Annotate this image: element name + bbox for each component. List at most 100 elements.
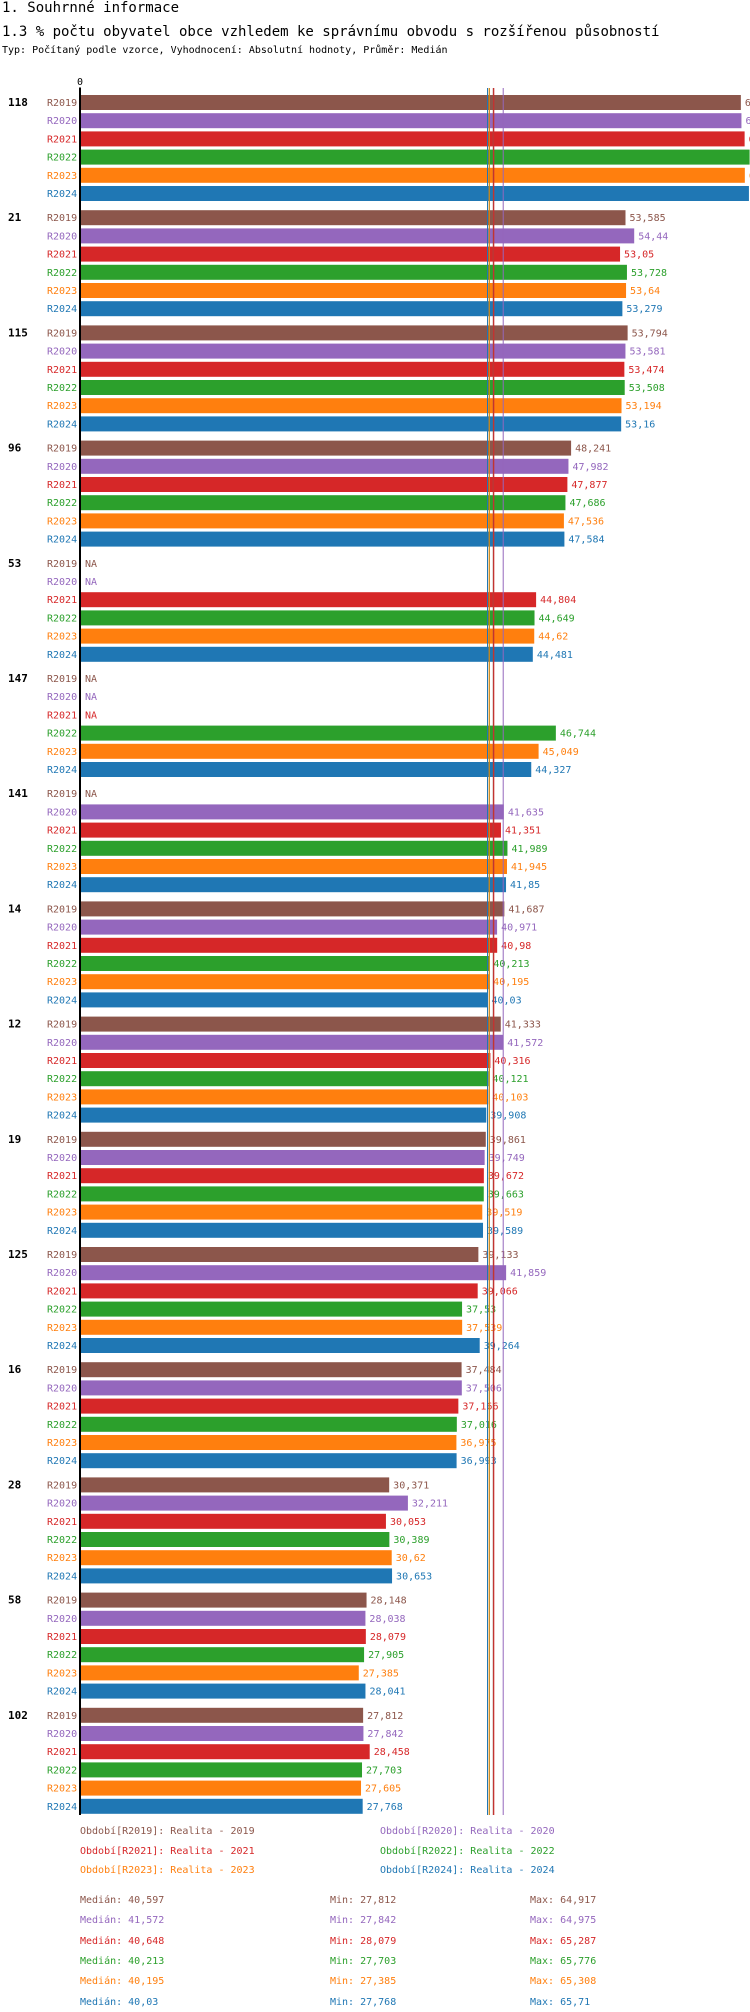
bar-28-R2020 <box>80 1495 408 1511</box>
series-row-label: R2023 <box>47 977 77 988</box>
series-row-label: R2022 <box>47 1420 77 1431</box>
bar-12-R2021 <box>80 1053 491 1068</box>
data-label: 53,16 <box>625 419 655 430</box>
series-row-label: R2020 <box>47 347 77 358</box>
data-label: 41,859 <box>510 1268 546 1279</box>
bar-12-R2020 <box>80 1034 504 1050</box>
data-label: 47,982 <box>572 462 608 473</box>
bar-14-R2020 <box>80 919 498 935</box>
bar-chart: 0 118 R2019 64,917 R2020 64,975 R2021 65,287 R20… <box>8 77 750 1815</box>
series-row-label: R2023 <box>47 1668 77 1679</box>
data-label: 53,64 <box>630 286 660 297</box>
bar-21-R2024 <box>80 301 623 317</box>
data-label: 27,842 <box>367 1729 403 1740</box>
series-row-label: R2022 <box>47 613 77 624</box>
data-label: 65,308 <box>749 171 750 182</box>
legend-median-R2020: Medián: 41,572 <box>80 1915 165 1927</box>
bar-58-R2024 <box>80 1683 366 1699</box>
data-label: 37,166 <box>462 1402 498 1413</box>
data-label: 40,103 <box>492 1092 528 1103</box>
series-row-label: R2021 <box>47 1171 77 1182</box>
series-row-label: R2023 <box>47 286 77 297</box>
legend-min-R2022: Min: 27,703 <box>330 1955 397 1967</box>
data-label: 40,971 <box>501 923 537 934</box>
na-label: NA <box>85 710 97 721</box>
data-label: 47,877 <box>571 480 607 491</box>
data-label: 32,211 <box>412 1499 448 1510</box>
bar-16-R2020 <box>80 1380 462 1396</box>
series-row-label: R2024 <box>47 1341 77 1352</box>
data-label: 39,663 <box>488 1189 524 1200</box>
data-label: 39,133 <box>482 1250 518 1261</box>
data-label: 46,744 <box>560 729 596 740</box>
data-label: 30,653 <box>396 1571 432 1582</box>
group-label: 12 <box>8 1018 21 1031</box>
data-label: 28,038 <box>369 1614 405 1625</box>
data-label: 39,749 <box>489 1153 525 1164</box>
series-row-label: R2020 <box>47 1268 77 1279</box>
data-label: 37,484 <box>466 1365 502 1376</box>
legend-min-R2024: Min: 27,768 <box>330 1996 397 2008</box>
series-row-label: R2019 <box>47 1711 77 1722</box>
bar-19-R2019 <box>80 1131 486 1147</box>
series-row-label: R2024 <box>47 1456 77 1467</box>
series-row-label: R2023 <box>47 747 77 758</box>
bar-16-R2021 <box>80 1398 459 1414</box>
data-label: 40,121 <box>492 1074 528 1085</box>
bar-53-R2021 <box>80 592 537 608</box>
legend-period-R2020: Období[R2020]: Realita - 2020 <box>380 1826 555 1837</box>
bar-118-R2020 <box>80 113 742 129</box>
legend-max-R2020: Max: 64,975 <box>530 1915 597 1927</box>
bar-96-R2024 <box>80 531 565 547</box>
data-label: 28,148 <box>371 1596 407 1607</box>
bar-53-R2023 <box>80 628 535 644</box>
legend-period-R2019: Období[R2019]: Realita - 2019 <box>80 1826 255 1837</box>
group-label: 16 <box>8 1363 22 1376</box>
data-label: 44,62 <box>538 632 568 643</box>
bar-102-R2019 <box>80 1707 364 1723</box>
data-label: 44,649 <box>539 613 575 624</box>
bar-125-R2019 <box>80 1247 479 1262</box>
data-label: 27,703 <box>366 1765 402 1776</box>
legend-median-R2023: Medián: 40,195 <box>80 1976 165 1988</box>
group-label: 19 <box>8 1133 21 1146</box>
series-row-label: R2020 <box>47 462 77 473</box>
data-label: 30,62 <box>396 1553 426 1564</box>
series-row-label: R2021 <box>47 250 77 261</box>
bar-21-R2021 <box>80 246 621 262</box>
data-label: 41,635 <box>508 807 544 818</box>
data-label: 44,481 <box>537 650 573 661</box>
bar-12-R2023 <box>80 1089 489 1105</box>
series-row-label: R2023 <box>47 1784 77 1795</box>
bar-118-R2021 <box>80 131 745 147</box>
data-label: 39,908 <box>490 1111 526 1122</box>
bar-21-R2020 <box>80 228 635 244</box>
bar-16-R2019 <box>80 1362 462 1378</box>
bar-118-R2022 <box>80 149 750 165</box>
data-label: 28,041 <box>369 1687 405 1698</box>
series-row-label: R2022 <box>47 729 77 740</box>
data-label: 54,44 <box>638 231 668 242</box>
bar-141-R2020 <box>80 804 504 820</box>
series-row-label: R2021 <box>47 595 77 606</box>
series-row-label: R2024 <box>47 304 77 315</box>
data-label: 53,279 <box>626 304 662 315</box>
legend-period-R2024: Období[R2024]: Realita - 2024 <box>380 1865 555 1876</box>
data-label: 30,389 <box>393 1535 429 1546</box>
series-row-label: R2021 <box>47 480 77 491</box>
series-row-label: R2024 <box>47 1687 77 1698</box>
data-label: 27,812 <box>367 1711 403 1722</box>
series-row-label: R2023 <box>47 401 77 412</box>
group-label: 118 <box>8 96 28 109</box>
bar-14-R2024 <box>80 992 488 1008</box>
bar-21-R2019 <box>80 210 626 226</box>
series-row-label: R2019 <box>47 444 77 455</box>
bar-28-R2023 <box>80 1550 392 1566</box>
series-row-label: R2020 <box>47 1153 77 1164</box>
bar-96-R2023 <box>80 513 564 529</box>
bar-141-R2022 <box>80 840 508 856</box>
data-label: 27,905 <box>368 1650 404 1661</box>
bar-102-R2024 <box>80 1798 363 1814</box>
data-label: 53,585 <box>629 213 665 224</box>
bar-19-R2022 <box>80 1186 484 1202</box>
